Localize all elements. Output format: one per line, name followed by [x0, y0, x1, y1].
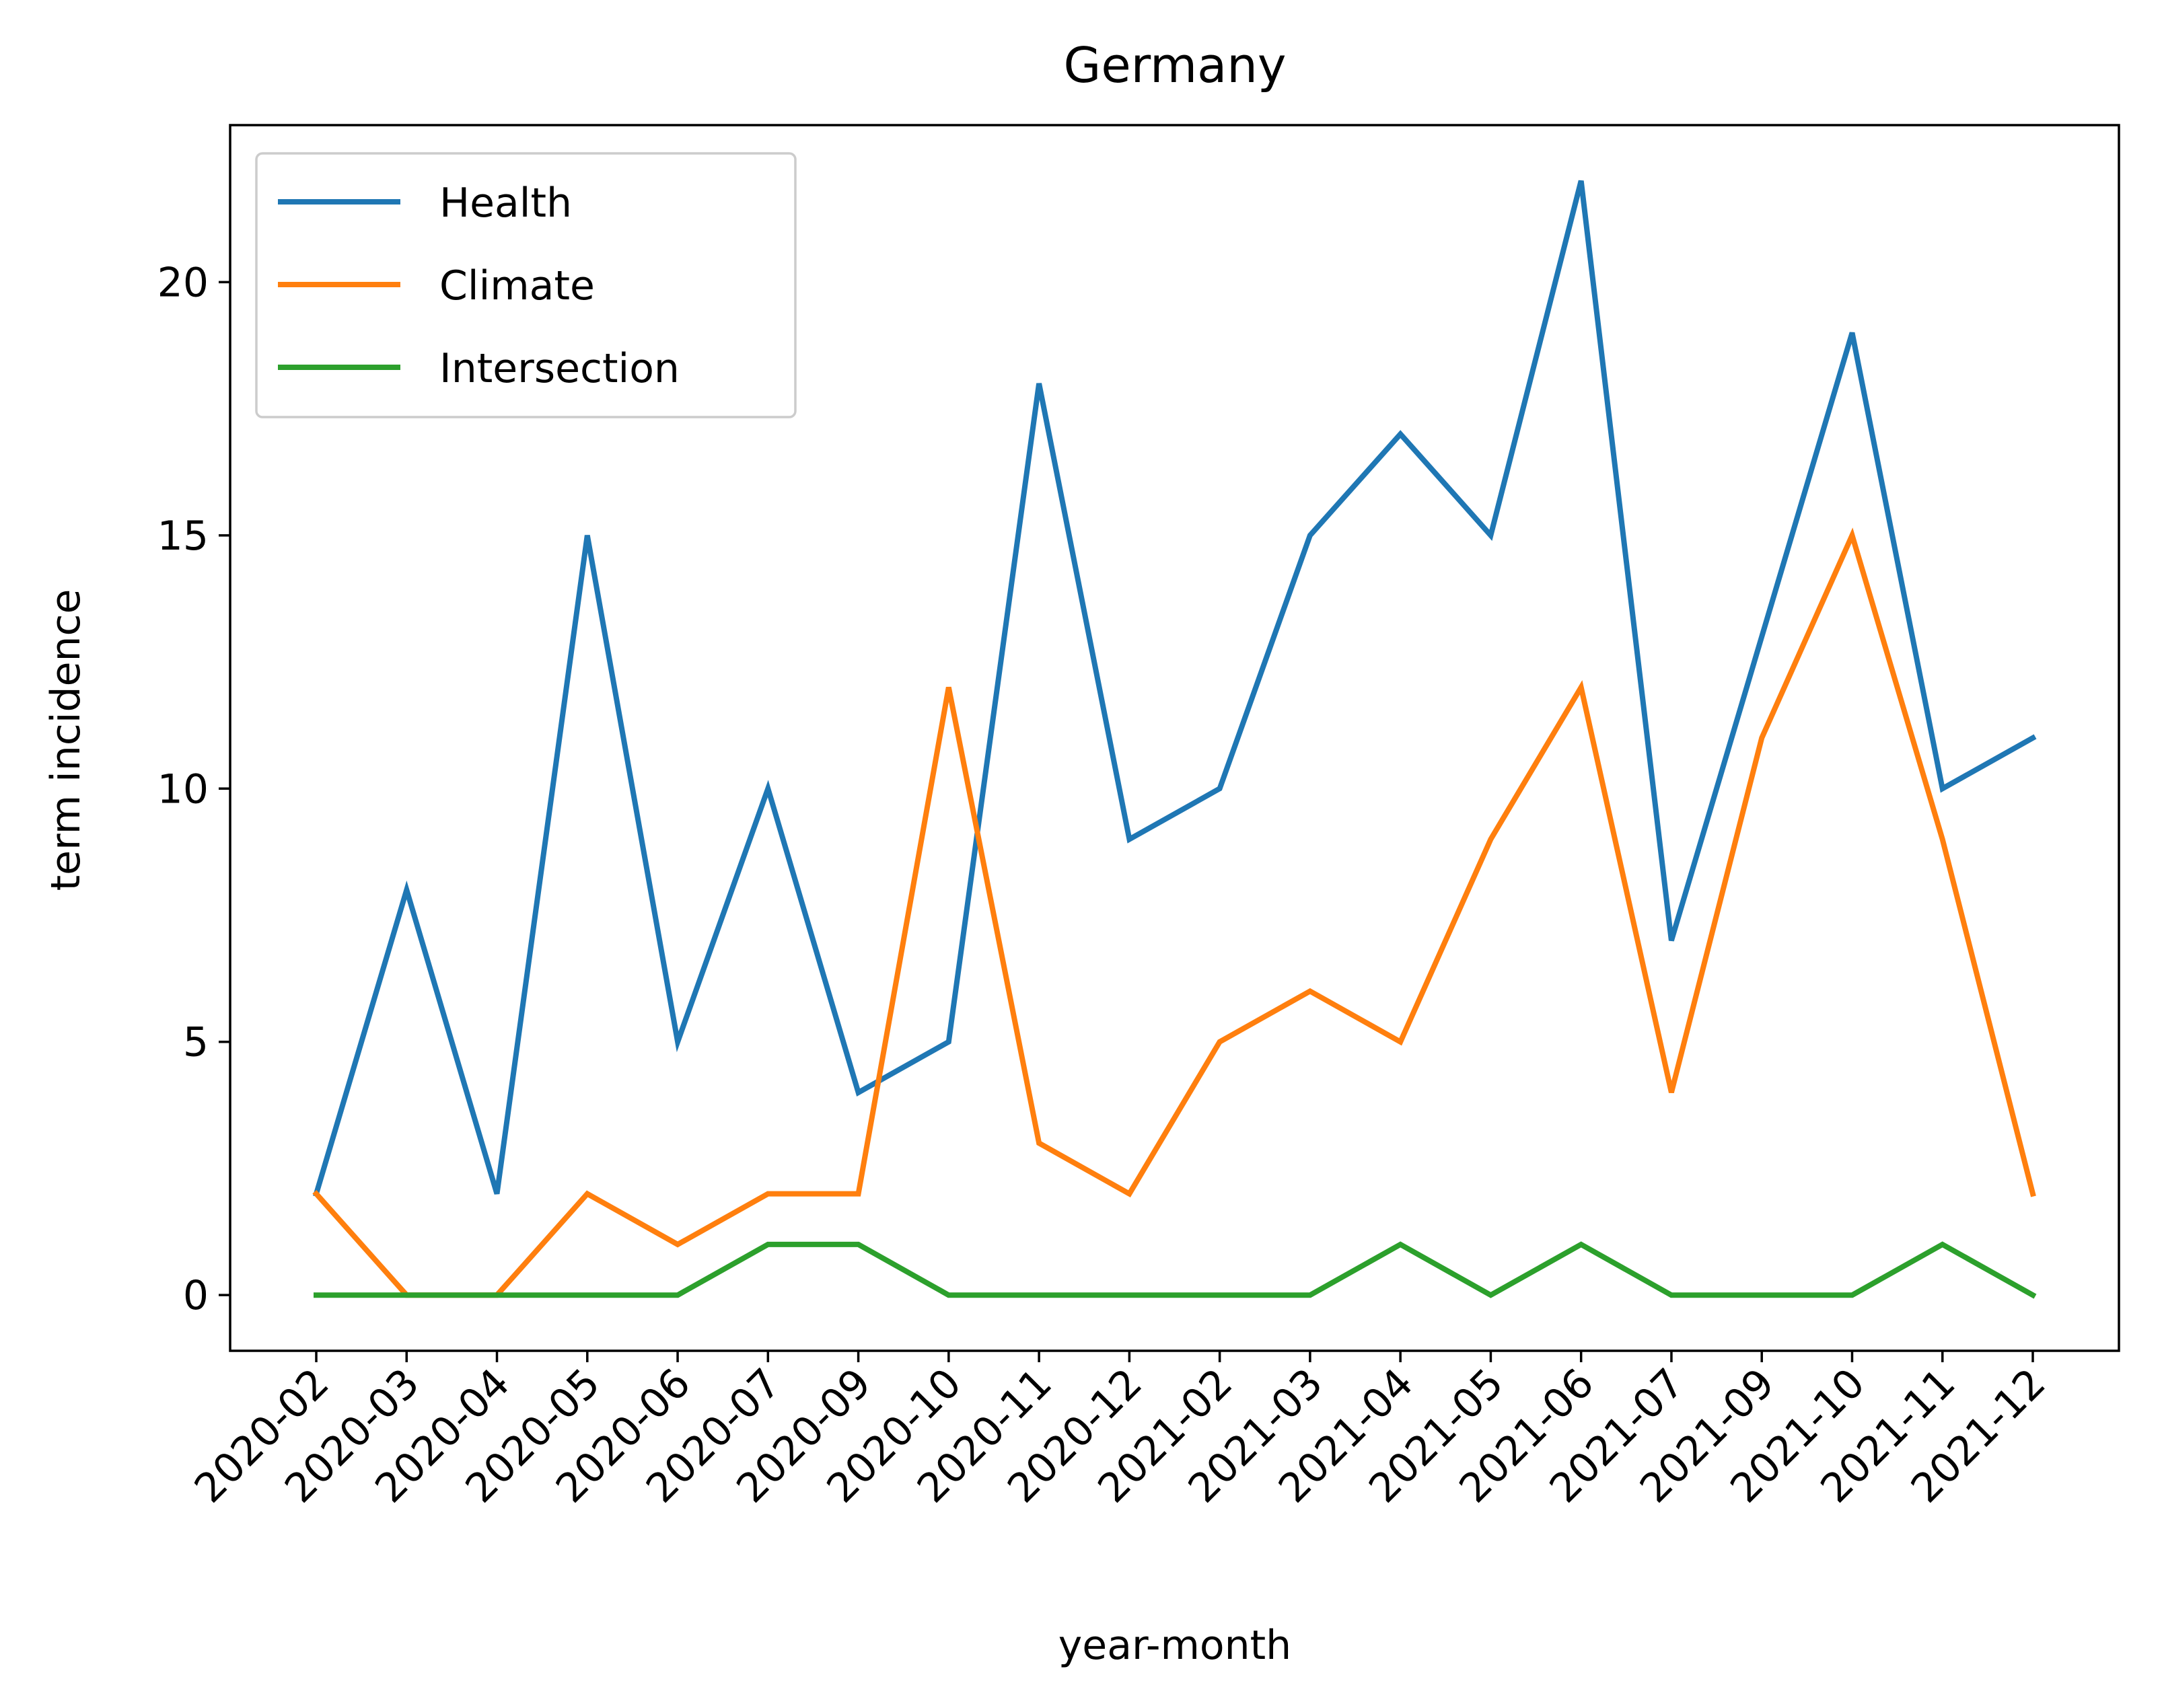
y-tick-label: 10 — [157, 766, 209, 813]
legend-label-intersection: Intersection — [439, 345, 680, 392]
y-tick-label: 0 — [183, 1272, 209, 1319]
legend-label-climate: Climate — [439, 262, 595, 309]
x-axis-label: year-month — [1058, 1622, 1291, 1669]
y-tick-label: 5 — [183, 1019, 209, 1066]
legend: Health Climate Intersection — [256, 153, 795, 417]
y-tick-label: 20 — [157, 259, 209, 306]
legend-label-health: Health — [439, 180, 572, 227]
y-axis-label: term incidence — [42, 589, 89, 891]
y-tick-label: 15 — [157, 513, 209, 560]
chart-title: Germany — [1064, 37, 1287, 94]
